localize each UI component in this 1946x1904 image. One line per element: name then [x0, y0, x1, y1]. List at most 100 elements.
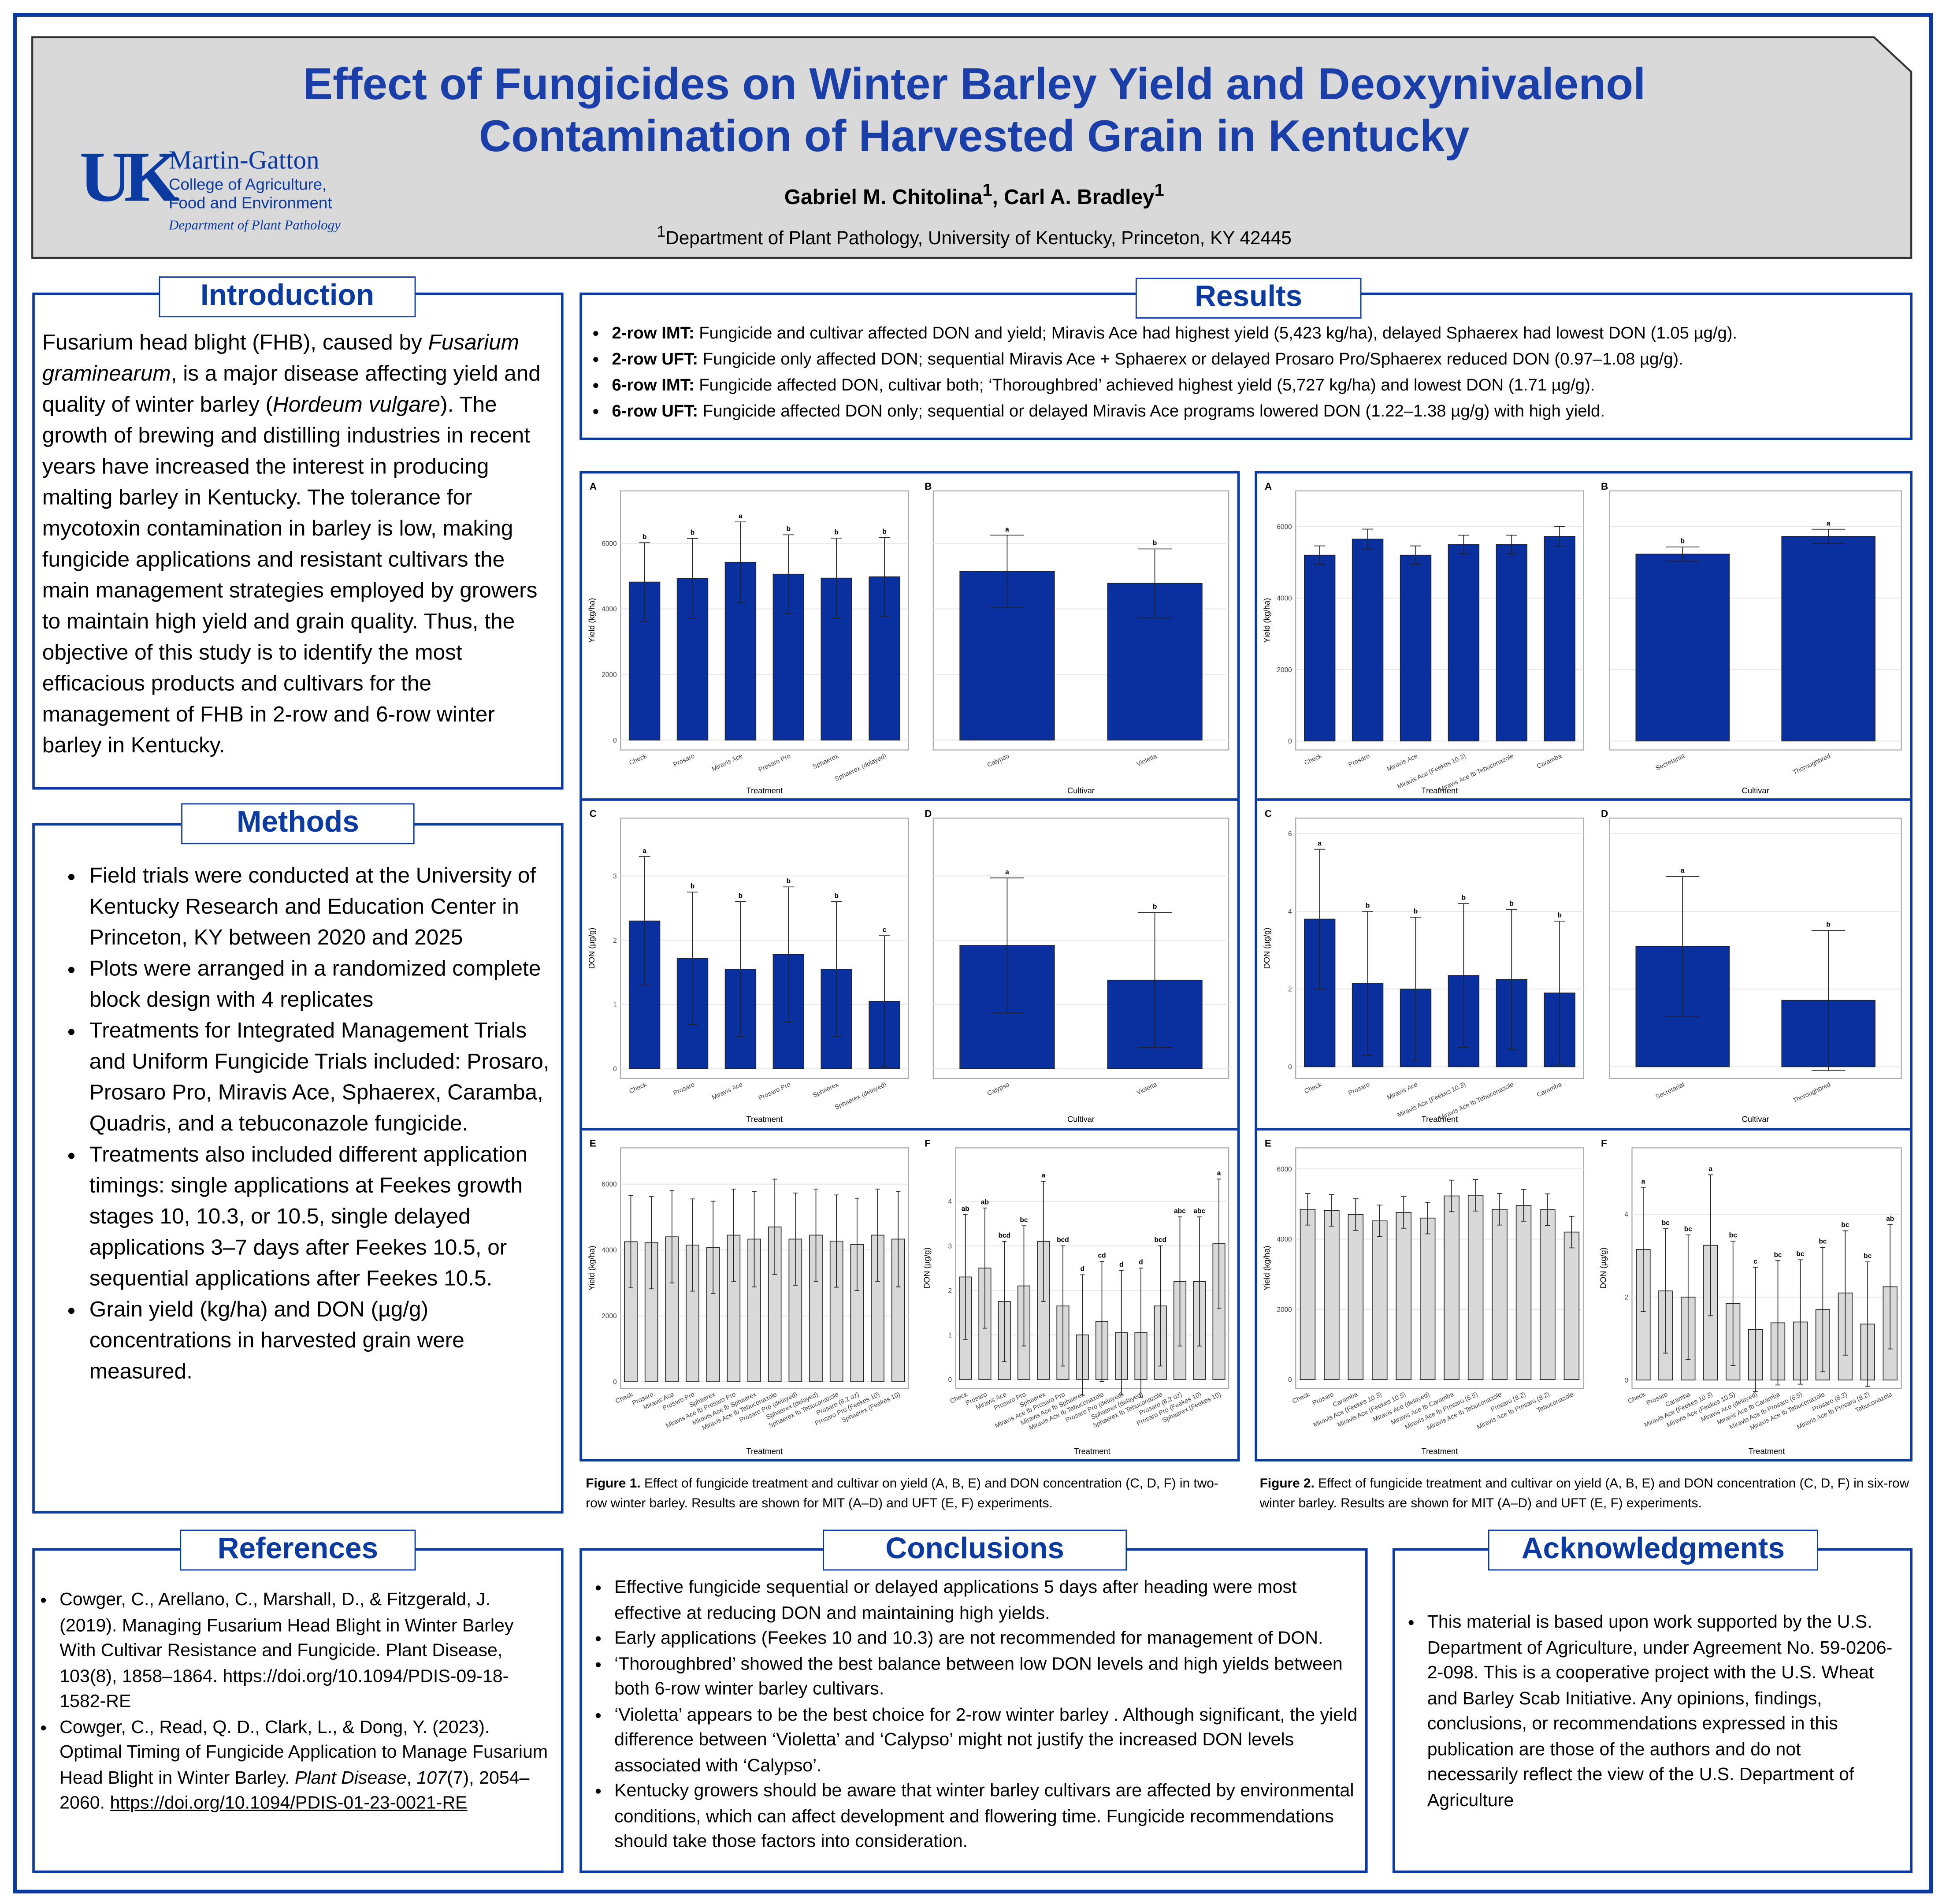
significance-letter: bc [1796, 1250, 1804, 1258]
panel-label: F [1601, 1138, 1607, 1149]
logo-department: Department of Plant Pathology [169, 218, 341, 233]
acknowledgments-list: This material is based upon work support… [1395, 1610, 1893, 1813]
y-axis-label: DON (µg/g) [1262, 928, 1271, 969]
panel-label: D [925, 808, 932, 819]
y-tick-label: 6000 [602, 1181, 616, 1188]
author: Carl A. Bradley [1004, 185, 1155, 209]
y-tick-label: 3 [613, 873, 617, 880]
text-run: Hordeum vulgare [273, 391, 441, 416]
x-axis-label: Cultivar [1742, 1114, 1769, 1123]
significance-letter: b [739, 892, 743, 900]
bar [1467, 1195, 1484, 1380]
text-run: Fungicide and cultivar affected DON and … [694, 324, 1738, 342]
y-tick-label: 0 [1624, 1377, 1628, 1384]
x-tick-label: Prosaro Pro [758, 753, 792, 774]
significance-letter: ab [1886, 1215, 1894, 1223]
text-run: (7), 2054–2060. [59, 1768, 530, 1814]
significance-letter: b [787, 878, 791, 885]
conclusions-list: Effective fungicide sequential or delaye… [582, 1576, 1360, 1855]
y-tick-label: 4000 [602, 1247, 616, 1254]
section-heading: Results [1135, 278, 1362, 319]
figure-caption: Figure 1. Effect of fungicide treatment … [586, 1474, 1238, 1514]
text-run: Cowger, C., Arellano, C., Marshall, D., … [59, 1590, 514, 1712]
y-tick-label: 0 [613, 737, 617, 744]
chart: A 0 2000 4000 6000 Yield (kg/ha) Treatment b Che… [587, 481, 909, 795]
plot-area [1631, 1147, 1902, 1389]
y-tick-label: 2000 [1277, 1306, 1292, 1313]
significance-letter: b [1510, 900, 1514, 907]
y-tick-label: 2 [948, 1287, 952, 1294]
text-run: Effect of fungicide treatment and cultiv… [1259, 1476, 1909, 1511]
bar [1496, 544, 1527, 742]
chart: E 0 2000 4000 6000 Yield (kg/ha) Treatment Chec… [587, 1138, 909, 1456]
chart: D Cultivar a Calypso b Violetta [925, 808, 1229, 1123]
significance-letter: a [1041, 1172, 1045, 1179]
results-section: 2-row IMT: Fungicide and cultivar affect… [579, 292, 1913, 440]
x-tick-label: Secretariat [1655, 753, 1686, 772]
y-tick-label: 1 [948, 1331, 952, 1339]
section-heading: References [180, 1529, 416, 1571]
significance-letter: c [883, 926, 887, 934]
significance-letter: bc [1819, 1238, 1827, 1246]
plot-area [1295, 1147, 1584, 1389]
plot-area [1295, 818, 1584, 1079]
bar [1372, 1220, 1388, 1380]
x-tick-label: Violetta [1136, 1081, 1159, 1097]
y-tick-label: 0 [948, 1376, 952, 1383]
x-tick-label: Prosaro [1348, 753, 1371, 769]
y-tick-label: 0 [1288, 738, 1292, 745]
text-run: , [406, 1768, 417, 1789]
significance-letter: bcd [1155, 1236, 1167, 1244]
panel-label: B [925, 481, 932, 492]
bar [1300, 1209, 1316, 1380]
logo-line: Food and Environment [169, 193, 332, 212]
references-list: Cowger, C., Arellano, C., Marshall, D., … [35, 1588, 551, 1817]
author: Gabriel M. Chitolina [784, 185, 983, 209]
y-tick-label: 4 [1624, 1211, 1628, 1219]
text-run: 6-row UFT: [612, 402, 698, 420]
significance-letter: bcd [998, 1232, 1010, 1239]
list-item: ‘Violetta’ appears to be the best choice… [614, 1703, 1360, 1779]
x-tick-label: Thoroughbred [1792, 1081, 1831, 1104]
text-run: , is a major disease affecting yield and… [42, 361, 541, 416]
significance-letter: b [787, 525, 791, 533]
significance-letter: b [834, 892, 838, 900]
x-tick-label: Check [1304, 752, 1323, 766]
x-tick-label: Calypso [986, 1081, 1010, 1097]
results-list: 2-row IMT: Fungicide and cultivar affect… [582, 320, 1905, 424]
list-item: 2-row UFT: Fungicide only affected DON; … [612, 346, 1905, 372]
x-axis-label: Treatment [746, 1447, 783, 1456]
y-tick-label: 1 [613, 1001, 617, 1009]
x-axis-label: Treatment [1074, 1447, 1110, 1456]
list-item: Cowger, C., Arellano, C., Marshall, D., … [59, 1588, 551, 1715]
x-tick-label: Check [1627, 1391, 1647, 1405]
significance-letter: d [1119, 1261, 1123, 1268]
list-item: Treatments also included different appli… [89, 1139, 551, 1294]
text-run: Cowger, C., Read, Q. D., Clark, L., & Do… [59, 1717, 548, 1789]
chart: A 0 2000 4000 6000 Yield (kg/ha) Treatment Chec… [1262, 481, 1584, 795]
x-tick-label: Prosaro [672, 1081, 696, 1097]
x-tick-label: Check [614, 1391, 634, 1405]
chart: C 0 1 2 3 DON (µg/g) Treatment a Check b Prosaro b M… [587, 808, 909, 1123]
y-tick-label: 0 [1288, 1064, 1292, 1071]
bar [1515, 1205, 1532, 1380]
y-axis-label: DON (µg/g) [1598, 1247, 1608, 1289]
significance-letter: b [642, 533, 646, 541]
text-run: Fungicide only affected DON; sequential … [698, 350, 1683, 368]
significance-letter: a [1681, 867, 1685, 874]
significance-letter: a [1005, 526, 1009, 533]
x-tick-label: Check [1304, 1081, 1323, 1095]
x-axis-label: Treatment [1422, 786, 1458, 795]
chart: C 0 2 4 6 DON (µg/g) Treatment a Check b Prosaro b M… [1262, 808, 1584, 1123]
significance-letter: bc [1864, 1253, 1872, 1260]
introduction-section: Fusarium head blight (FHB), caused by Fu… [32, 292, 564, 790]
significance-letter: a [1641, 1178, 1645, 1185]
logo-mark: UK [79, 136, 180, 217]
panel-label: A [590, 481, 597, 492]
x-tick-label: Prosaro Pro [758, 1081, 792, 1102]
y-tick-label: 0 [1288, 1376, 1292, 1384]
x-tick-label: Thoroughbred [1792, 753, 1831, 776]
